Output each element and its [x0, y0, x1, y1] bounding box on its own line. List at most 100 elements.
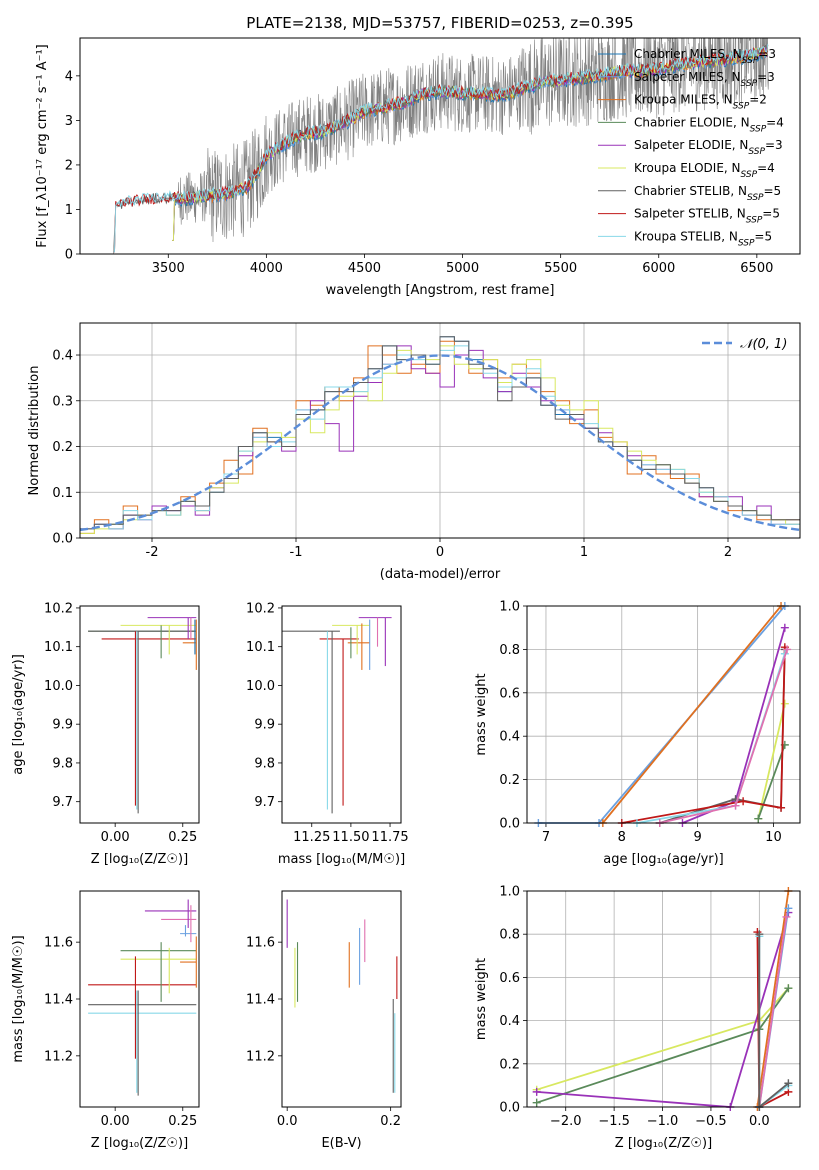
- x-tick-label: 7: [542, 830, 550, 845]
- weight-marker: [739, 797, 748, 806]
- y-tick-label: 0.0: [499, 817, 520, 832]
- legend-label-tail: =4: [757, 161, 775, 175]
- x-tick-label: 0.00: [101, 830, 130, 845]
- legend-label-tail: =5: [754, 229, 772, 243]
- legend-label-text: Salpeter STELIB, N: [634, 207, 746, 221]
- legend-label-sub: SSP: [733, 102, 750, 112]
- y-tick-label: 11.2: [246, 1049, 275, 1064]
- y-axis-label: mass weight: [474, 958, 489, 1040]
- legend-label-text: Kroupa ELODIE, N: [634, 161, 741, 175]
- weight-line: [756, 890, 790, 1108]
- legend-label-text: Salpeter MILES, N: [634, 70, 741, 84]
- axes-age_vs_Z: 0.00 0.25 9.7 9.8 9.9 10.0 10.1 10.2 Z [log₁₀(Z/…: [11, 601, 200, 867]
- legend-label: Kroupa MILES, NSSP=2: [634, 93, 767, 112]
- weight-marker: [731, 801, 740, 810]
- y-tick-label: 4: [65, 69, 73, 84]
- legend-label-text: Chabrier ELODIE, N: [634, 115, 750, 129]
- x-tick-label: 5000: [446, 261, 479, 276]
- legend-label: Chabrier MILES, NSSP=3: [634, 47, 776, 66]
- y-tick-label: 9.9: [52, 718, 73, 733]
- y-tick-label: 9.9: [254, 718, 275, 733]
- x-tick-label: 0.2: [380, 1114, 401, 1129]
- x-axis-label: mass [log₁₀(M/M☉)]: [278, 852, 405, 867]
- weight-marker: [782, 912, 791, 921]
- chart-layer: 3500 4000 4500 5000 5500 6000 6500 0 1 2 3 4 wavelen…: [11, 37, 801, 1151]
- legend-label: Salpeter MILES, NSSP=3: [634, 70, 775, 89]
- x-tick-label: −2.0: [550, 1114, 582, 1129]
- y-tick-label: 9.8: [52, 756, 73, 771]
- x-axis-label: wavelength [Angstrom, rest frame]: [326, 283, 555, 298]
- weight-line: [621, 647, 786, 824]
- legend-label: Kroupa ELODIE, NSSP=4: [634, 161, 775, 180]
- axes-weight_vs_Z: −2.0 −1.5 −1.0 −0.5 0.0 0.0 0.2 0.4 0.6 0.8 1.0 Z […: [474, 885, 801, 1151]
- y-tick-label: 10.0: [246, 679, 275, 694]
- spectrum-lines: [113, 38, 769, 254]
- axes-mass_vs_ebv: 0.0 0.2 11.2 11.4 11.6 E(B-V): [246, 890, 402, 1151]
- y-tick-label: 10.0: [44, 679, 73, 694]
- normal-curve: [79, 354, 801, 532]
- weight-marker: [784, 1079, 793, 1088]
- y-axis-label: age [log₁₀(age/yr)]: [11, 654, 26, 775]
- legend-label-text: Chabrier MILES, N: [634, 47, 742, 61]
- x-axis-label: (data-model)/error: [380, 567, 501, 582]
- x-tick-label: 3500: [152, 261, 185, 276]
- legend-label-sub: SSP: [738, 238, 755, 248]
- legend-label-tail: =3: [757, 70, 775, 84]
- legend-label: Salpeter ELODIE, NSSP=3: [634, 138, 783, 157]
- axes-frame: [79, 37, 801, 255]
- legend-label: Salpeter STELIB, NSSP=5: [634, 207, 780, 226]
- legend-label-tail: =3: [758, 47, 776, 61]
- legend: 𝒩(0, 1): [702, 337, 787, 352]
- legend-label-sub: SSP: [741, 79, 758, 89]
- weight-line: [758, 916, 788, 1108]
- axes-spectrum: 3500 4000 4500 5000 5500 6000 6500 0 1 2 3 4 wavelen…: [35, 37, 801, 298]
- x-axis-label: age [log₁₀(age/yr)]: [603, 852, 724, 867]
- y-tick-label: 9.7: [52, 795, 73, 810]
- y-axis-label: Normed distribution: [27, 366, 42, 496]
- y-tick-label: 0.8: [499, 643, 520, 658]
- weight-marker: [784, 904, 793, 913]
- y-tick-label: 11.4: [44, 993, 73, 1008]
- legend-label-text: Chabrier STELIB, N: [634, 184, 747, 198]
- y-tick-label: 3: [65, 114, 73, 129]
- x-tick-label: 11.25: [293, 830, 330, 845]
- y-tick-label: 0.2: [52, 440, 73, 455]
- x-tick-label: 0: [436, 545, 444, 560]
- legend-label-text: Salpeter ELODIE, N: [634, 138, 748, 152]
- y-tick-label: 0: [65, 248, 73, 263]
- axes-frame: [79, 605, 200, 824]
- x-tick-label: 0.0: [749, 1114, 770, 1129]
- legend-label-sub: SSP: [742, 56, 759, 66]
- y-tick-label: 0.4: [52, 349, 73, 364]
- axes-weight_vs_age: 7 8 9 10 0.0 0.2 0.4 0.6 0.8 1.0 age [log₁₀(age/yr…: [474, 600, 801, 867]
- legend-label: 𝒩(0, 1): [740, 337, 787, 352]
- y-tick-label: 0.6: [499, 686, 520, 701]
- y-tick-label: 0.3: [52, 394, 73, 409]
- axes-frame: [526, 890, 801, 1108]
- y-tick-label: 10.1: [246, 640, 275, 655]
- weight-marker: [532, 1087, 541, 1096]
- axes-age_vs_mass: 11.25 11.50 11.75 9.7 9.8 9.9 10.0 10.1 10.2 mass…: [246, 601, 409, 867]
- axes-frame: [526, 605, 801, 824]
- x-tick-label: 9: [693, 830, 701, 845]
- x-tick-label: 11.50: [332, 830, 369, 845]
- weight-marker: [755, 930, 764, 939]
- x-tick-label: 6500: [740, 261, 773, 276]
- y-tick-label: 9.8: [254, 756, 275, 771]
- axes-frame: [281, 890, 402, 1108]
- legend-label-tail: =3: [765, 138, 783, 152]
- x-tick-label: −1.0: [647, 1114, 679, 1129]
- weight-marker: [780, 623, 789, 632]
- y-axis-label: mass weight: [474, 673, 489, 755]
- x-tick-label: 8: [618, 830, 626, 845]
- legend-label-tail: =5: [762, 207, 780, 221]
- x-tick-label: 10: [765, 830, 782, 845]
- x-tick-label: 0.25: [168, 1114, 197, 1129]
- y-tick-label: 1.0: [499, 885, 520, 900]
- y-tick-label: 0.6: [499, 971, 520, 986]
- x-axis-label: Z [log₁₀(Z/Z☉)]: [615, 1136, 712, 1151]
- legend-label-sub: SSP: [750, 124, 767, 134]
- y-tick-label: 10.2: [44, 601, 73, 616]
- y-tick-label: 10.1: [44, 640, 73, 655]
